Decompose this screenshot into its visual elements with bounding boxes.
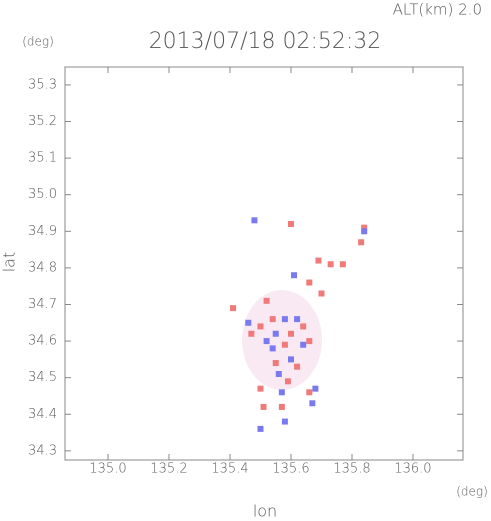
x-axis-label: lon (253, 502, 277, 521)
echo-point (248, 330, 255, 337)
echo-point (300, 323, 307, 330)
echo-point (272, 360, 279, 367)
x-tick-label: 135.4 (211, 462, 248, 477)
y-tick-label: 34.4 (28, 407, 57, 422)
echo-point (291, 272, 298, 279)
echo-point (263, 297, 270, 304)
echo-point (306, 338, 313, 345)
echo-point (230, 305, 237, 312)
echo-point (287, 220, 294, 227)
x-tick-label: 135.0 (89, 462, 126, 477)
y-tick-label: 35.1 (28, 151, 57, 166)
echo-point (300, 341, 307, 348)
echo-point (272, 330, 279, 337)
y-tick-label: 34.6 (28, 334, 57, 349)
y-tick-label: 34.9 (28, 224, 57, 239)
echo-point (361, 228, 368, 235)
echo-point (287, 330, 294, 337)
plot-frame (64, 66, 464, 461)
x-tick-label: 135.8 (333, 462, 370, 477)
echo-point (269, 316, 276, 323)
echo-point (312, 385, 319, 392)
echo-point (318, 290, 325, 297)
echo-point (263, 338, 270, 345)
y-tick-label: 34.5 (28, 370, 57, 385)
echo-point (358, 239, 365, 246)
echo-point (339, 261, 346, 268)
echo-point (281, 316, 288, 323)
echo-point (361, 224, 368, 231)
altitude-label: ALT(km) 2.0 (393, 1, 482, 19)
echo-point (245, 319, 252, 326)
echo-point (287, 356, 294, 363)
y-unit: (deg) (22, 35, 54, 49)
echo-point (281, 341, 288, 348)
echo-point (327, 261, 334, 268)
y-tick-label: 34.8 (28, 260, 57, 275)
echo-point (281, 418, 288, 425)
x-tick-label: 135.6 (272, 462, 309, 477)
echo-point (278, 403, 285, 410)
echo-point (260, 403, 267, 410)
echo-point (257, 385, 264, 392)
echo-point (284, 378, 291, 385)
y-tick-label: 35.3 (28, 77, 57, 92)
y-tick-label: 34.3 (28, 443, 57, 458)
echo-point (269, 345, 276, 352)
echo-point (275, 371, 282, 378)
x-tick-label: 135.2 (150, 462, 187, 477)
echo-point (257, 425, 264, 432)
chart-title: 2013/07/18 02:52:32 (149, 29, 382, 54)
echo-point (257, 323, 264, 330)
echo-point (315, 257, 322, 264)
echo-point (278, 389, 285, 396)
echo-haze (242, 290, 322, 390)
y-tick-label: 34.7 (28, 297, 57, 312)
echo-point (309, 400, 316, 407)
y-tick-label: 35.2 (28, 114, 57, 129)
echo-point (306, 279, 313, 286)
echo-point (294, 363, 301, 370)
echo-point (306, 389, 313, 396)
echo-point (251, 217, 258, 224)
y-axis-label: lat (0, 252, 19, 273)
x-tick-label: 136.0 (394, 462, 431, 477)
y-tick-label: 35.0 (28, 187, 57, 202)
x-unit: (deg) (456, 485, 488, 499)
echo-point (294, 316, 301, 323)
